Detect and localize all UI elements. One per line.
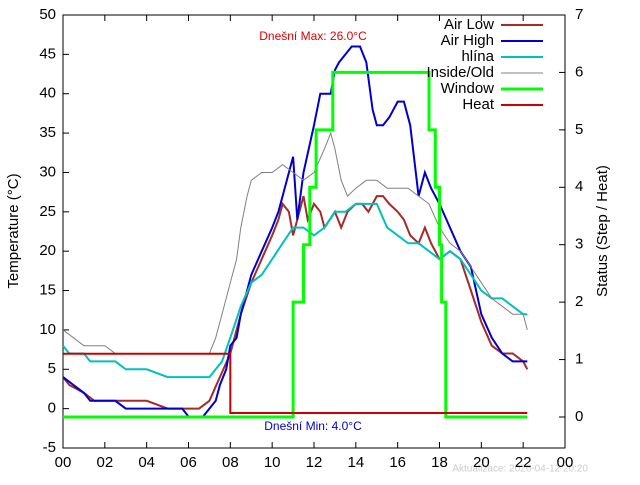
series-line [63, 70, 528, 419]
series-line [62, 202, 528, 379]
min-annotation: Dnešní Min: 4.0°C [264, 419, 362, 433]
y-tick-label: 40 [39, 85, 56, 102]
update-annotation: Aktualizace: 2026-04-12 20:20 [452, 464, 588, 475]
y2-tick-label: 4 [575, 178, 583, 195]
x-tick-label: 02 [96, 454, 113, 471]
legend-label: Heat [462, 96, 495, 113]
x-tick-label: 12 [306, 454, 323, 471]
y2-tick-label: 5 [575, 121, 583, 138]
y-tick-label: -5 [43, 439, 56, 456]
y2-tick-label: 1 [575, 351, 583, 368]
y-tick-label: 0 [48, 400, 56, 417]
x-tick-label: 06 [180, 454, 197, 471]
y-tick-label: 5 [48, 360, 56, 377]
legend-label: Air Low [444, 16, 494, 33]
y2-tick-label: 3 [575, 236, 583, 253]
y-tick-label: 25 [39, 203, 56, 220]
y2-axis-label: Status (Step / Heat) [594, 165, 611, 297]
y2-tick-label: 2 [575, 293, 583, 310]
x-tick-label: 10 [264, 454, 281, 471]
y-tick-label: 15 [39, 282, 56, 299]
x-tick-label: 08 [222, 454, 239, 471]
y-tick-label: 45 [39, 45, 56, 62]
y2-tick-label: 6 [575, 63, 583, 80]
legend-label: Inside/Old [426, 64, 494, 81]
y-tick-label: 35 [39, 124, 56, 141]
legend-label: Window [441, 80, 495, 97]
y-tick-label: 10 [39, 321, 56, 338]
y-tick-label: 50 [39, 6, 56, 23]
x-tick-label: 22 [515, 454, 532, 471]
max-annotation: Dnešní Max: 26.0°C [259, 29, 367, 43]
legend-label: hlína [461, 48, 494, 65]
x-tick-label: 20 [473, 454, 490, 471]
y2-tick-label: 7 [575, 6, 583, 23]
y-tick-label: 30 [39, 163, 56, 180]
y-axis-label: Temperature (°C) [5, 173, 22, 288]
x-tick-label: 16 [389, 454, 406, 471]
series-line [63, 352, 528, 414]
y2-tick-label: 0 [575, 408, 583, 425]
x-tick-label: 14 [347, 454, 364, 471]
x-tick-label: 04 [138, 454, 155, 471]
y-tick-label: 20 [39, 242, 56, 259]
x-tick-label: 18 [431, 454, 448, 471]
x-tick-label: 00 [55, 454, 72, 471]
legend-label: Air High [441, 32, 494, 49]
x-tick-label: 00 [557, 454, 574, 471]
series-line [62, 45, 528, 418]
